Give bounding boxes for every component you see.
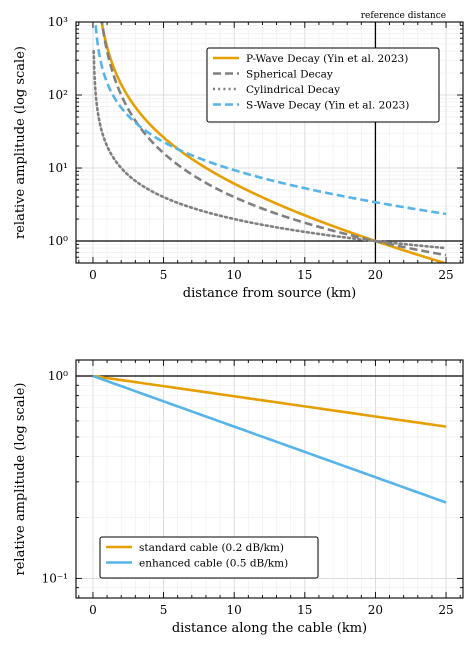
series-line-1	[100, 22, 447, 263]
series-group	[92, 374, 447, 504]
x-tick-label: 0	[89, 603, 97, 617]
ticks: 0 5 10 15 20 25 10⁰ 10¹ 10² 10³	[48, 15, 463, 282]
panel-1: reference distance 0 5 10 15 20 25 10⁰ 10¹ 10² 10³…	[13, 11, 464, 301]
x-tick-label: 5	[160, 603, 168, 617]
legend-label: standard cable (0.2 dB/km)	[139, 542, 284, 554]
x-tick-label: 10	[227, 268, 242, 282]
x-tick-label: 15	[297, 603, 312, 617]
x-tick-label: 0	[89, 268, 97, 282]
series-line-3	[92, 49, 448, 250]
reference-distance-label: reference distance	[361, 11, 446, 21]
y-tick-label: 10⁻¹	[42, 571, 68, 585]
y-tick-label: 10¹	[48, 161, 68, 175]
series-line-2	[92, 374, 447, 504]
legend-label: P-Wave Decay (Yin et al. 2023)	[246, 53, 408, 65]
x-axis-label: distance from source (km)	[183, 286, 356, 301]
legend: standard cable (0.2 dB/km) enhanced cable…	[99, 536, 319, 579]
series-line-1	[92, 374, 447, 428]
legend-frame	[99, 536, 319, 579]
y-tick-label: 10³	[48, 15, 68, 29]
series-group	[92, 22, 448, 263]
x-tick-label: 15	[297, 268, 312, 282]
legend: P-Wave Decay (Yin et al. 2023) Spherical …	[206, 47, 440, 123]
x-tick-label: 25	[438, 268, 453, 282]
y-tick-label: 10²	[48, 88, 68, 102]
x-tick-label: 5	[160, 268, 168, 282]
axes-frame	[75, 359, 464, 599]
legend-frame	[206, 47, 440, 123]
panel-2: 0 5 10 15 20 25 10⁻¹ 10⁰ distance along the cabl…	[13, 359, 464, 636]
y-tick-label: 10⁰	[48, 369, 68, 383]
ticks: 0 5 10 15 20 25 10⁻¹ 10⁰	[42, 360, 463, 617]
y-axis-label: relative amplitude (log scale)	[13, 383, 28, 576]
x-tick-label: 20	[368, 603, 383, 617]
legend-label: S-Wave Decay (Yin et al. 2023)	[246, 100, 409, 112]
axes-frame	[75, 21, 464, 264]
x-axis-label: distance along the cable (km)	[172, 621, 367, 636]
legend-label: Spherical Decay	[246, 69, 333, 81]
x-tick-label: 25	[438, 603, 453, 617]
y-tick-label: 10⁰	[48, 234, 68, 248]
series-line-2	[100, 22, 447, 257]
legend-label: Cylindrical Decay	[246, 84, 340, 96]
legend-label: enhanced cable (0.5 dB/km)	[139, 558, 288, 570]
x-tick-label: 10	[227, 603, 242, 617]
y-axis-label: relative amplitude (log scale)	[13, 46, 28, 239]
x-tick-label: 20	[368, 268, 383, 282]
series-line-4	[94, 22, 447, 216]
